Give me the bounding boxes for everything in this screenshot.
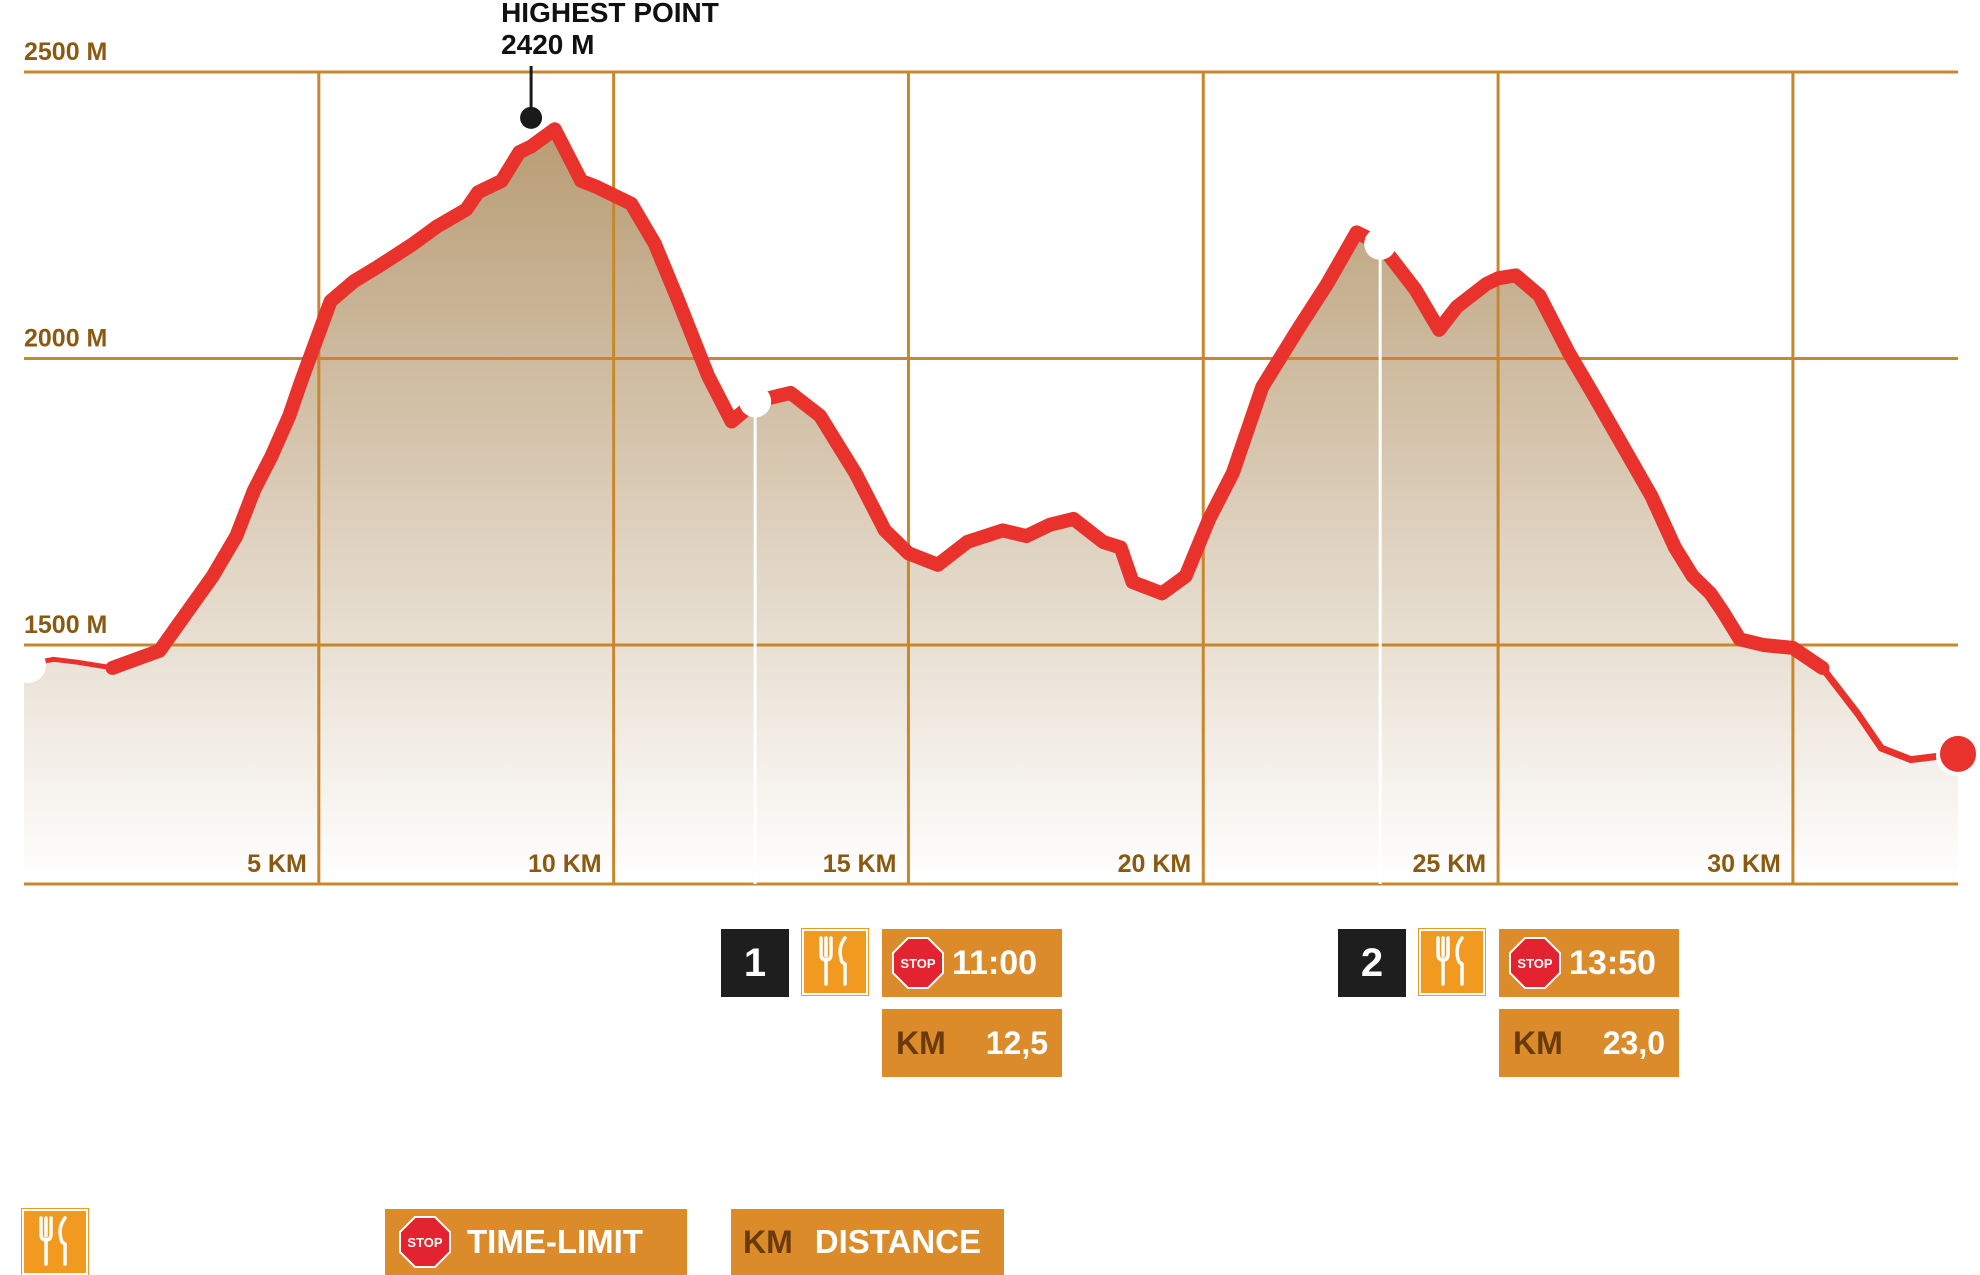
svg-text:STOP: STOP [407,1235,442,1250]
station-2-km-value: 23,0 [1602,1024,1665,1061]
station-2-number: 2 [1338,929,1406,997]
x-tick-label: 20 KM [1118,850,1192,878]
station-1-time-limit: STOP 11:00 [882,929,1062,997]
stop-sign-icon: STOP [399,1216,451,1268]
y-tick-label: 2000 M [24,325,107,353]
fork-knife-icon [1436,936,1464,986]
legend-time-limit: STOP TIME-LIMIT [385,1209,687,1275]
x-tick-label: 10 KM [528,850,602,878]
y-tick-label: 2500 M [24,38,107,66]
y-tick-labels: 2500 M 2000 M 1500 M [24,38,107,639]
svg-text:STOP: STOP [1517,956,1552,971]
x-tick-label: 25 KM [1412,850,1486,878]
stop-sign-icon: STOP [892,937,944,989]
highest-point-marker [520,106,543,129]
svg-text:STOP: STOP [900,956,935,971]
grid [24,70,1958,886]
x-tick-label: 5 KM [247,850,307,878]
station-2-time-limit: STOP 13:50 [1499,929,1679,997]
station-guides [753,243,1382,884]
elevation-line-main [105,122,1830,675]
legend-distance: KM DISTANCE [731,1209,1004,1275]
legend-food-box [21,1208,89,1275]
fork-knife-icon [819,936,847,986]
station-1-km-label: KM [896,1024,946,1061]
station-2-time: 13:50 [1569,943,1656,982]
legend-distance-label: DISTANCE [814,1223,981,1260]
x-tick-label: 30 KM [1707,850,1781,878]
finish-marker [1940,735,1976,772]
area-fill [24,129,1958,885]
x-tick-labels: 5 KM 10 KM 15 KM 20 KM 25 KM 30 KM [247,850,1781,878]
station-2-distance: KM 23,0 [1499,1009,1679,1077]
station-2-food-box [1418,928,1486,996]
station-2-km-label: KM [1513,1024,1563,1061]
station-marker [739,385,772,418]
stop-sign-icon: STOP [1509,937,1561,989]
y-tick-label: 1500 M [24,611,107,639]
highest-point-value: 2420 M [501,29,594,60]
highest-point-label: HIGHEST POINT [501,0,719,28]
legend-time-limit-label: TIME-LIMIT [467,1223,643,1260]
elevation-line-end [1818,664,1962,764]
station-1-food-box [801,928,869,996]
start-marker [10,647,46,684]
legend-km-label: KM [743,1223,793,1260]
markers [10,227,1976,776]
station-marker [1364,227,1397,260]
elevation-area [24,129,1958,885]
station-1-km-value: 12,5 [985,1024,1048,1061]
station-1-number: 1 [721,929,789,997]
fork-knife-icon [39,1216,67,1266]
x-tick-label: 15 KM [823,850,897,878]
station-1-distance: KM 12,5 [882,1009,1062,1077]
station-1-time: 11:00 [952,943,1038,982]
